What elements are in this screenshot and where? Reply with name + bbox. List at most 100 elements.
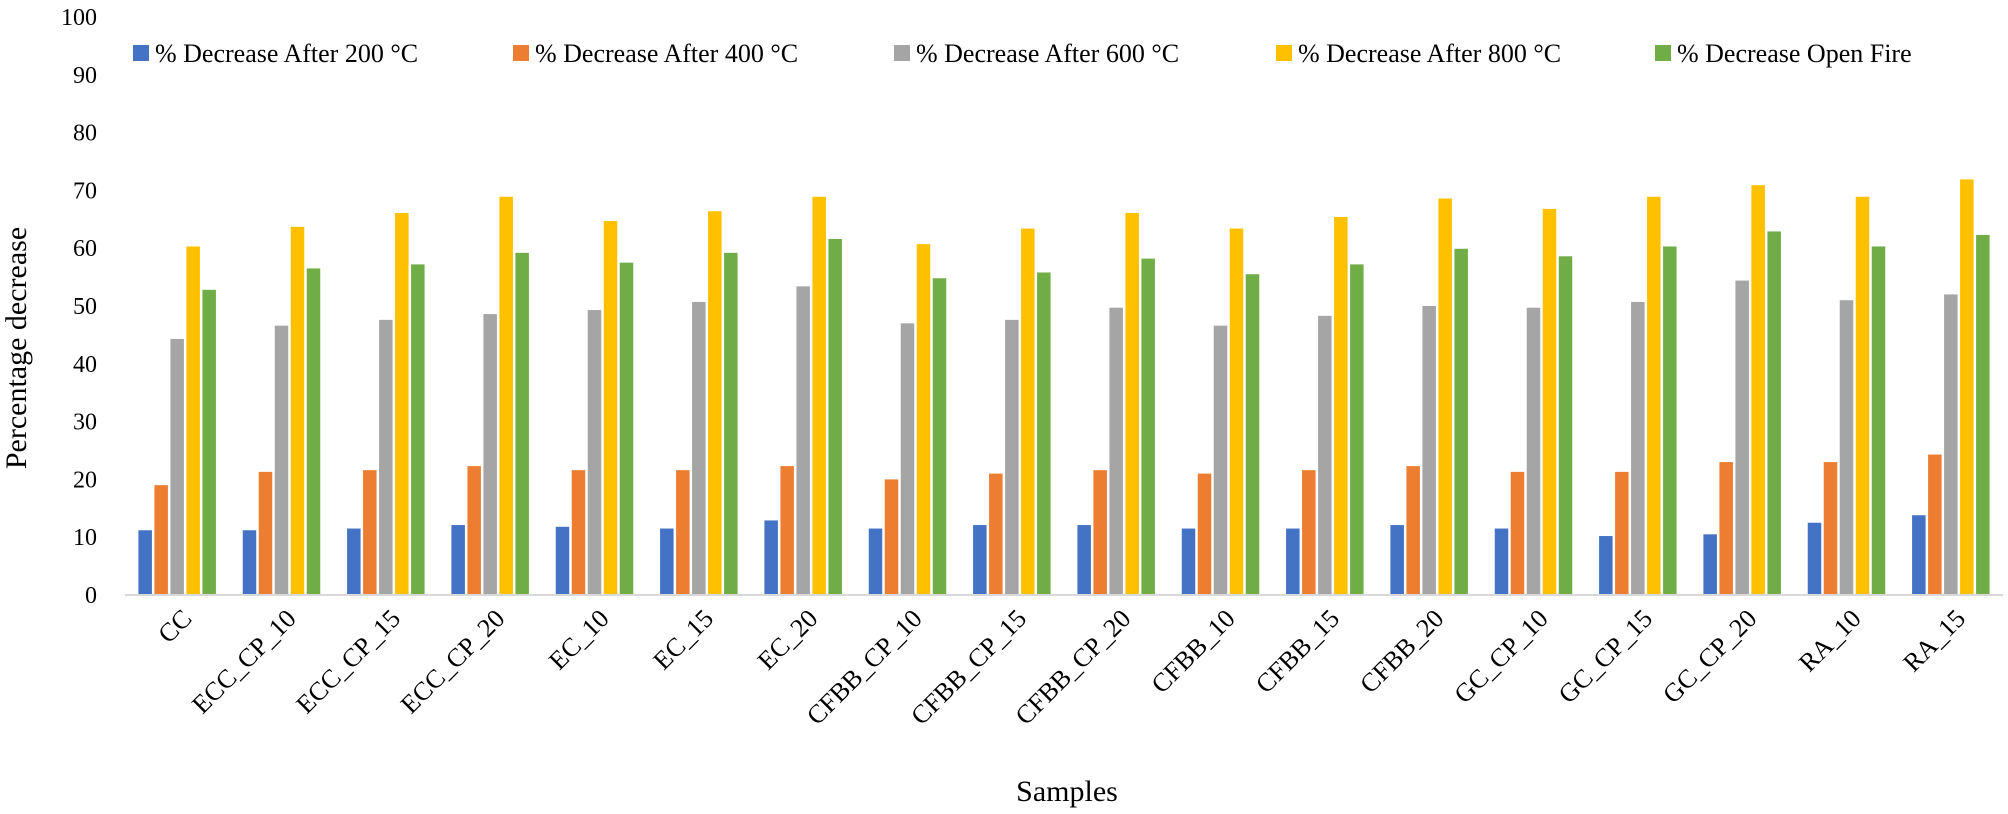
bar: [1751, 185, 1765, 595]
x-tick-label: ECC_CP_15: [291, 604, 407, 720]
bar: [1037, 272, 1051, 595]
bar: [1181, 528, 1196, 595]
bar: [1615, 471, 1629, 595]
bar: [1663, 246, 1677, 595]
x-tick-label: RA_15: [1897, 604, 1971, 678]
x-tick-label: EC_15: [647, 604, 719, 676]
bar: [1631, 301, 1645, 595]
legend-swatch: [1655, 45, 1671, 61]
bar: [347, 528, 361, 595]
bar: [660, 528, 674, 595]
y-tick-label: 70: [73, 178, 97, 204]
bar: [274, 325, 289, 595]
bar: [868, 528, 883, 595]
bar: [1526, 307, 1541, 595]
y-tick-label: 30: [73, 410, 97, 436]
legend-swatch: [133, 45, 149, 61]
bar: [884, 479, 899, 595]
x-tick-label: EC_10: [543, 604, 615, 676]
bar: [1823, 462, 1838, 595]
bar: [515, 252, 529, 595]
bar: [306, 268, 321, 595]
bar: [138, 530, 152, 595]
bar: [708, 211, 722, 595]
bar: [1197, 473, 1212, 595]
bar: [451, 525, 465, 595]
bar: [1141, 258, 1155, 595]
bar: [1928, 454, 1942, 595]
bar: [411, 264, 425, 595]
legend-swatch: [513, 45, 529, 61]
bar: [1109, 307, 1123, 595]
bar: [154, 485, 168, 595]
y-tick-label: 40: [73, 352, 97, 378]
legend-label: % Decrease After 600 °C: [916, 39, 1179, 68]
bar: [1703, 534, 1717, 595]
bar: [764, 520, 778, 595]
bar: [467, 466, 481, 595]
bar: [258, 471, 273, 595]
bar: [1406, 466, 1420, 595]
bar: [603, 221, 618, 595]
x-tick-label: ECC_CP_20: [395, 604, 511, 720]
bar: [1350, 264, 1364, 595]
bar: [619, 262, 634, 595]
x-tick-label: GC_CP_20: [1657, 604, 1762, 709]
y-axis-title: Percentage decrease: [0, 227, 33, 469]
legend-label: % Decrease After 400 °C: [535, 39, 798, 68]
bar: [1807, 522, 1822, 595]
bar: [1229, 228, 1244, 596]
bar: [1599, 536, 1613, 595]
bar: [1454, 248, 1468, 595]
bar: [1647, 196, 1661, 595]
x-tick-label: CFBB_20: [1354, 604, 1449, 699]
bar: [973, 525, 987, 595]
y-tick-label: 100: [61, 5, 97, 31]
x-tick-label: EC_20: [752, 604, 824, 676]
y-tick-label: 90: [73, 63, 97, 89]
legend: % Decrease After 200 °C % Decrease After …: [133, 39, 1912, 68]
bar: [780, 466, 794, 595]
bar: [395, 212, 409, 595]
y-tick-label: 50: [73, 294, 97, 320]
bar: [1318, 315, 1332, 595]
bar: [1438, 198, 1452, 596]
x-axis-title: Samples: [1016, 775, 1118, 808]
bar: [186, 246, 200, 595]
bar: [1767, 231, 1781, 595]
bar: [1542, 208, 1557, 595]
bar: [1302, 470, 1316, 595]
x-tick-label: GC_CP_10: [1448, 604, 1553, 709]
bar: [1245, 274, 1260, 595]
bar: [692, 301, 706, 595]
y-tick-label: 20: [73, 467, 97, 493]
bar: [170, 338, 184, 595]
x-tick-label: CFBB_10: [1146, 604, 1241, 699]
bars: [138, 179, 1990, 596]
bar: [1976, 234, 1990, 595]
x-tick-label: CC: [152, 604, 197, 649]
bar: [916, 244, 931, 595]
bar: [1855, 196, 1870, 595]
bar: [1422, 306, 1436, 595]
bar: [1839, 300, 1854, 595]
bar: [1558, 256, 1573, 595]
bar: [1494, 528, 1509, 595]
legend-swatch: [894, 45, 910, 61]
bar: [1944, 294, 1958, 595]
bar: [483, 314, 497, 595]
bar: [932, 278, 947, 595]
y-tick-label: 60: [73, 236, 97, 262]
bar: [676, 470, 690, 595]
bar: [828, 238, 842, 595]
bar: [1286, 528, 1300, 595]
bar: [1719, 462, 1733, 595]
legend-label: % Decrease After 800 °C: [1298, 39, 1561, 68]
bar: [1213, 325, 1228, 595]
x-tick-label: GC_CP_15: [1553, 604, 1658, 709]
bar: [1334, 216, 1348, 596]
bar: [989, 473, 1003, 595]
bar: [1735, 280, 1749, 595]
